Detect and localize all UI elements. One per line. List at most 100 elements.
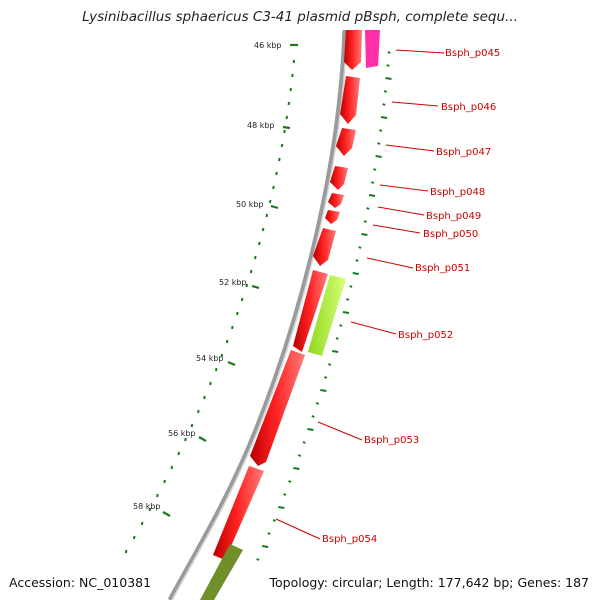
- scale-tick: 58 kbp: [133, 502, 171, 517]
- gc-skew-dot: [302, 441, 306, 444]
- gc-skew-dot: [361, 233, 368, 236]
- gc-skew-dot: [156, 493, 159, 498]
- gc-skew-dot: [297, 454, 302, 457]
- gene-arrow[interactable]: [336, 128, 356, 156]
- gene-arrow[interactable]: [308, 275, 346, 356]
- gc-skew-dot: [385, 77, 392, 80]
- gc-skew-dot: [328, 363, 332, 366]
- gene-labels: Bsph_p045 Bsph_p046 Bsph_p047 Bsph_p048 Bsph…: [275, 48, 500, 545]
- gene-label-group[interactable]: Bsph_p050: [372, 224, 478, 240]
- gc-skew-dot: [363, 220, 367, 223]
- scale-tick-label: 56 kbp: [168, 429, 196, 438]
- gc-skew-dot: [254, 255, 257, 260]
- scale-tick: 48 kbp: [247, 121, 291, 130]
- gene-arrow[interactable]: [344, 30, 362, 70]
- gene-label[interactable]: Bsph_p050: [423, 229, 478, 240]
- gene-label-group[interactable]: Bsph_p047: [385, 144, 491, 158]
- scale-tick: 54 kbp: [196, 354, 236, 367]
- gene-label-group[interactable]: Bsph_p051: [366, 257, 470, 274]
- gc-skew-dot: [265, 213, 269, 218]
- gc-skew-dot: [220, 353, 224, 358]
- gc-skew-dot: [311, 415, 315, 418]
- summary-text: Topology: circular; Length: 177,642 bp; …: [269, 575, 590, 590]
- map-title: Lysinibacillus sphaericus C3-41 plasmid …: [82, 9, 518, 25]
- gene-label[interactable]: Bsph_p053: [364, 435, 419, 446]
- gc-skew-dot: [231, 325, 234, 330]
- gc-skew-dot: [375, 155, 382, 158]
- scale-ticks: 46 kbp 48 kbp 50 kbp 52 kbp 54 kbp 56 kbp 58 k…: [133, 41, 298, 517]
- gc-skew-dot: [236, 311, 239, 316]
- gc-skew-dot: [214, 367, 218, 372]
- gene-label-group[interactable]: Bsph_p046: [391, 101, 496, 113]
- gc-skew-dot: [197, 409, 200, 414]
- gc-skew-dot: [342, 311, 350, 314]
- gene-label-group[interactable]: Bsph_p049: [377, 206, 481, 222]
- scale-tick: 56 kbp: [168, 429, 207, 442]
- gc-skew-dot: [190, 423, 194, 428]
- gc-skew-dot: [272, 519, 276, 522]
- gc-skew-dot: [373, 168, 377, 171]
- scale-tick-mark: [162, 511, 171, 517]
- gene-label-group[interactable]: Bsph_p052: [350, 321, 453, 341]
- gc-skew-dot: [349, 285, 353, 288]
- backbone-circle: [167, 29, 348, 600]
- gc-skew-dot: [267, 532, 271, 535]
- gc-skew-dot: [140, 521, 144, 526]
- gene-label[interactable]: Bsph_p049: [426, 211, 481, 222]
- scale-tick: 52 kbp: [219, 278, 260, 290]
- gc-skew-dot: [184, 437, 187, 442]
- gene-leader-line: [395, 49, 445, 54]
- gene-leader-line: [377, 206, 425, 216]
- gc-skew-dot: [339, 324, 343, 327]
- gene-label-group[interactable]: Bsph_p054: [275, 518, 377, 545]
- gc-skew-dot: [177, 451, 180, 456]
- gc-skew-dot: [383, 90, 388, 93]
- gene-arrow[interactable]: [328, 193, 344, 208]
- scale-tick-label: 48 kbp: [247, 121, 275, 130]
- gene-label[interactable]: Bsph_p047: [436, 147, 491, 158]
- gene-label[interactable]: Bsph_p046: [441, 102, 496, 113]
- gene-label-group[interactable]: Bsph_p045: [395, 48, 500, 59]
- gc-skew-dot: [170, 465, 174, 470]
- gene-arrow[interactable]: [293, 270, 328, 352]
- gene-label[interactable]: Bsph_p051: [415, 263, 470, 274]
- gc-skew-dot: [387, 51, 391, 54]
- gc-skew-dot: [358, 246, 362, 249]
- gc-skew-dot: [278, 157, 281, 162]
- gene-arrow[interactable]: [250, 350, 305, 466]
- scale-tick-mark: [282, 125, 291, 130]
- gc-skew-dot: [368, 194, 376, 197]
- gc-skew-dot: [293, 467, 300, 470]
- gene-arrow[interactable]: [313, 228, 336, 266]
- gc-skew-dot: [332, 350, 339, 353]
- gc-skew-dot: [380, 116, 388, 119]
- gene-leader-line: [391, 101, 439, 107]
- gc-skew-dot: [256, 558, 260, 561]
- gc-skew-dot: [283, 493, 287, 496]
- gene-arrow[interactable]: [200, 544, 243, 600]
- gene-label[interactable]: Bsph_p052: [398, 330, 453, 341]
- gc-skew-dot: [355, 259, 359, 262]
- gene-arrow[interactable]: [365, 30, 380, 68]
- gene-arrow[interactable]: [325, 210, 340, 224]
- gene-track: [200, 30, 380, 600]
- gc-skew-dot: [258, 241, 261, 246]
- gc-skew-dot: [378, 129, 383, 132]
- gene-arrow[interactable]: [340, 76, 360, 124]
- gc-skew-dot: [386, 64, 390, 67]
- gc-skew-dot: [225, 339, 229, 344]
- gene-label[interactable]: Bsph_p048: [430, 187, 485, 198]
- gene-label-group[interactable]: Bsph_p048: [379, 184, 485, 198]
- gene-label-group[interactable]: Bsph_p053: [317, 421, 419, 446]
- scale-tick-mark: [227, 360, 236, 367]
- gc-skew-dot: [352, 272, 359, 275]
- gene-label[interactable]: Bsph_p045: [445, 48, 500, 59]
- gene-arrow[interactable]: [213, 466, 264, 560]
- gene-arrow[interactable]: [330, 166, 348, 190]
- scale-tick-label: 50 kbp: [236, 200, 264, 209]
- gene-leader-line: [275, 518, 321, 540]
- gc-skew-dot: [335, 337, 339, 340]
- gene-label[interactable]: Bsph_p054: [322, 534, 377, 545]
